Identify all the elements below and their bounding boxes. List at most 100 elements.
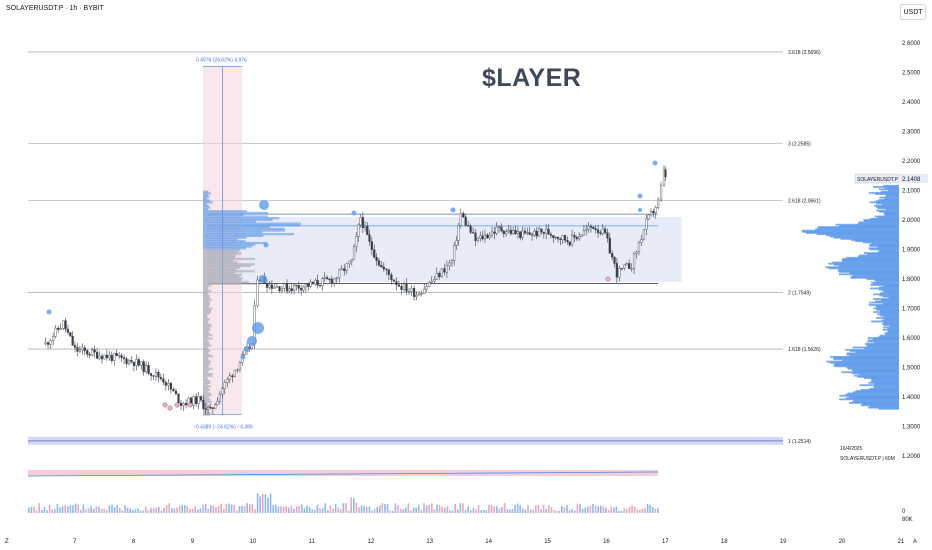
right-volume-profile-bar: [882, 295, 899, 298]
y-tick-label: 1.3000: [902, 425, 921, 431]
candle: [407, 291, 411, 293]
volume-profile-bar: [203, 243, 256, 246]
volume-bubble: [638, 208, 642, 212]
measure-top-label: 0.4976 (24.62%) 4,976: [196, 58, 247, 64]
volume-bar: [116, 505, 118, 513]
volume-profile-bar: [203, 369, 210, 372]
volume-profile-bar: [203, 234, 264, 238]
volume-bar: [366, 506, 368, 513]
volume-bar: [93, 508, 95, 513]
volume-bar: [145, 506, 147, 513]
right-volume-profile-bar: [881, 203, 899, 206]
volume-profile-bar: [203, 210, 247, 213]
right-volume-profile-bar: [863, 220, 899, 223]
volume-bar: [657, 507, 659, 513]
volume-bar: [571, 508, 573, 513]
candle: [159, 377, 162, 380]
volume-bar: [137, 508, 139, 513]
candle: [556, 236, 560, 240]
volume-profile-bar: [203, 379, 210, 383]
volume-bar: [496, 506, 498, 513]
candle: [195, 396, 198, 404]
right-volume-profile-bar: [847, 392, 899, 395]
right-volume-profile-bar: [845, 353, 899, 356]
volume-profile-bar: [203, 272, 236, 275]
volume-bar: [147, 510, 150, 513]
volume-profile-bar: [203, 318, 210, 321]
volume-profile-bar: [203, 222, 302, 225]
candle: [390, 274, 393, 280]
candle: [221, 388, 224, 395]
candle: [288, 288, 291, 292]
x-tick-label: 17: [662, 539, 669, 545]
candle: [462, 213, 465, 218]
candle: [71, 335, 74, 346]
currency-button[interactable]: USDT: [900, 4, 926, 20]
volume-bar: [626, 509, 628, 513]
candle: [443, 268, 446, 273]
volume-profile-bar: [203, 342, 210, 345]
volume-bar: [373, 508, 376, 513]
right-volume-profile-bar: [863, 219, 899, 221]
volume-bar: [288, 507, 290, 513]
volume-profile-bar: [203, 300, 210, 303]
candle: [207, 407, 210, 410]
right-volume-profile-bar: [863, 252, 899, 254]
volume-bar: [184, 505, 186, 513]
symbol-title[interactable]: SOLAYERUSDT.P · 1h · BYBIT: [6, 5, 104, 12]
volume-bar: [111, 504, 113, 513]
right-volume-profile-bar: [883, 315, 899, 318]
right-volume-profile-bar: [869, 217, 899, 220]
candle: [395, 281, 398, 286]
volume-bar: [641, 508, 644, 513]
candle: [223, 382, 226, 389]
volume-bar: [103, 508, 105, 513]
candle: [599, 232, 602, 234]
candle: [604, 228, 607, 233]
candle: [382, 266, 385, 270]
candle: [483, 234, 487, 240]
volume-profile-bar: [203, 381, 211, 384]
volume-profile-bar: [203, 284, 212, 287]
right-volume-profile-bar: [876, 209, 899, 212]
volume-bar: [251, 503, 254, 513]
candle: [149, 373, 153, 376]
volume-bar: [631, 505, 633, 513]
volume-bar: [54, 509, 56, 513]
candle: [231, 375, 234, 377]
candle: [73, 345, 77, 348]
volume-profile-bar: [203, 240, 246, 243]
volume-bar: [615, 506, 618, 513]
pivot-marker: [167, 405, 173, 411]
volume-bar: [483, 509, 485, 513]
right-volume-profile-bar: [872, 282, 899, 285]
candle: [623, 264, 626, 269]
candle: [640, 239, 643, 243]
candle: [204, 408, 207, 410]
volume-label-zero: 0: [902, 509, 906, 515]
x-tick-label: 13: [426, 539, 433, 545]
volume-profile-bar: [203, 227, 285, 230]
candle: [127, 360, 131, 365]
right-volume-profile-bar: [859, 373, 899, 376]
volume-bar: [568, 510, 571, 513]
axis-corner-left: Z: [5, 539, 9, 545]
volume-bar: [225, 503, 228, 513]
candle: [300, 288, 303, 291]
right-volume-profile-bar: [852, 370, 899, 372]
right-volume-profile-bar: [873, 311, 899, 313]
candle: [387, 269, 390, 275]
volume-bar: [428, 504, 430, 513]
candle: [618, 267, 621, 278]
candle: [122, 357, 126, 360]
candle: [115, 353, 118, 356]
volume-bar: [59, 507, 61, 513]
volume-profile-bar: [203, 286, 209, 289]
candle: [314, 280, 317, 285]
volume-bar: [67, 506, 69, 513]
volume-bar: [355, 502, 358, 513]
right-volume-profile-bar: [874, 386, 899, 389]
right-volume-profile-bar: [866, 278, 899, 280]
volume-profile-bar: [203, 337, 213, 340]
